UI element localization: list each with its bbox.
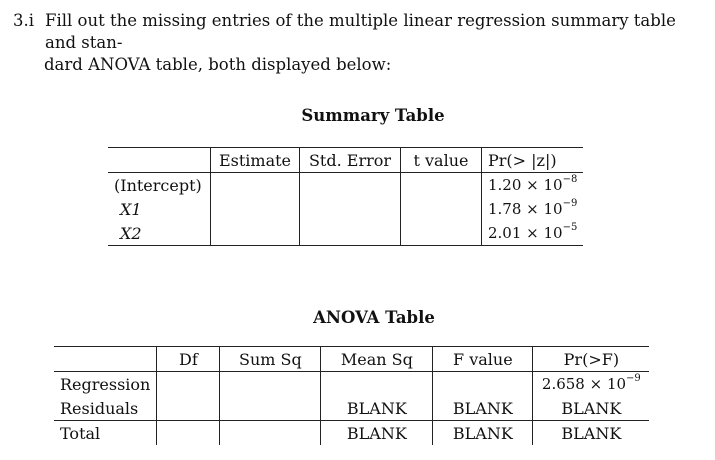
question-line-2: dard ANOVA table, both displayed below: — [44, 55, 392, 74]
cell-t-value — [400, 221, 482, 246]
cell-df — [156, 396, 220, 421]
cell-estimate — [210, 221, 300, 246]
cell-std-error — [299, 197, 401, 221]
table-row: Total BLANK BLANK BLANK — [54, 420, 650, 445]
question-line-1: Fill out the missing entries of the mult… — [45, 11, 676, 52]
row-label: Residuals — [54, 396, 157, 421]
cell-df — [156, 420, 220, 445]
cell-t-value — [400, 172, 482, 197]
table-row: X2 2.01 × 10−5 — [108, 221, 584, 246]
table-row: X1 1.78 × 10−9 — [108, 197, 584, 221]
cell-sum-sq — [219, 371, 321, 396]
summary-header-t-value: t value — [400, 147, 482, 173]
cell-f-value: BLANK — [432, 396, 533, 421]
anova-header-df: Df — [156, 346, 220, 372]
cell-estimate — [210, 197, 300, 221]
cell-estimate — [210, 172, 300, 197]
anova-header-blank — [54, 346, 157, 372]
summary-header-row: Estimate Std. Error t value Pr(> |z|) — [108, 147, 584, 173]
cell-std-error — [299, 221, 401, 246]
cell-df — [156, 371, 220, 396]
table-row: Residuals BLANK BLANK BLANK — [54, 396, 650, 421]
cell-pvalue: BLANK — [532, 420, 650, 445]
question-number: 3.i — [13, 11, 35, 30]
anova-table: Df Sum Sq Mean Sq F value Pr(>F) Regress… — [54, 346, 650, 445]
cell-std-error — [299, 172, 401, 197]
cell-pvalue: 1.78 × 10−9 — [481, 197, 584, 221]
row-label: (Intercept) — [114, 175, 202, 195]
cell-f-value — [432, 371, 533, 396]
summary-header-blank — [108, 147, 211, 173]
row-label: X1 — [120, 199, 142, 219]
summary-header-estimate: Estimate — [210, 147, 300, 173]
summary-table-title: Summary Table — [301, 106, 445, 125]
anova-table-title: ANOVA Table — [313, 308, 435, 327]
cell-sum-sq — [219, 420, 321, 445]
anova-header-sum-sq: Sum Sq — [219, 346, 321, 372]
cell-sum-sq — [219, 396, 321, 421]
row-label: Total — [60, 423, 101, 443]
anova-header-pvalue: Pr(>F) — [532, 346, 650, 372]
cell-mean-sq: BLANK — [320, 420, 433, 445]
cell-pvalue: 2.658 × 10−9 — [532, 371, 650, 396]
question-body: Fill out the missing entries of the mult… — [44, 10, 707, 76]
cell-f-value: BLANK — [432, 420, 533, 445]
cell-pvalue: 2.01 × 10−5 — [481, 221, 584, 246]
table-row: Regression 2.658 × 10−9 — [54, 371, 650, 396]
anova-header-mean-sq: Mean Sq — [320, 346, 433, 372]
cell-t-value — [400, 197, 482, 221]
row-label: Regression — [60, 374, 151, 394]
cell-pvalue: 1.20 × 10−8 — [481, 172, 584, 197]
anova-header-f-value: F value — [432, 346, 533, 372]
summary-header-pvalue: Pr(> |z|) — [481, 147, 584, 173]
summary-table: Estimate Std. Error t value Pr(> |z|) (I… — [108, 147, 584, 246]
cell-mean-sq: BLANK — [320, 396, 433, 421]
anova-header-row: Df Sum Sq Mean Sq F value Pr(>F) — [54, 346, 650, 372]
table-row: (Intercept) 1.20 × 10−8 — [108, 172, 584, 197]
cell-mean-sq — [320, 371, 433, 396]
row-label: X2 — [108, 221, 211, 246]
summary-header-std-error: Std. Error — [299, 147, 401, 173]
cell-pvalue: BLANK — [532, 396, 650, 421]
